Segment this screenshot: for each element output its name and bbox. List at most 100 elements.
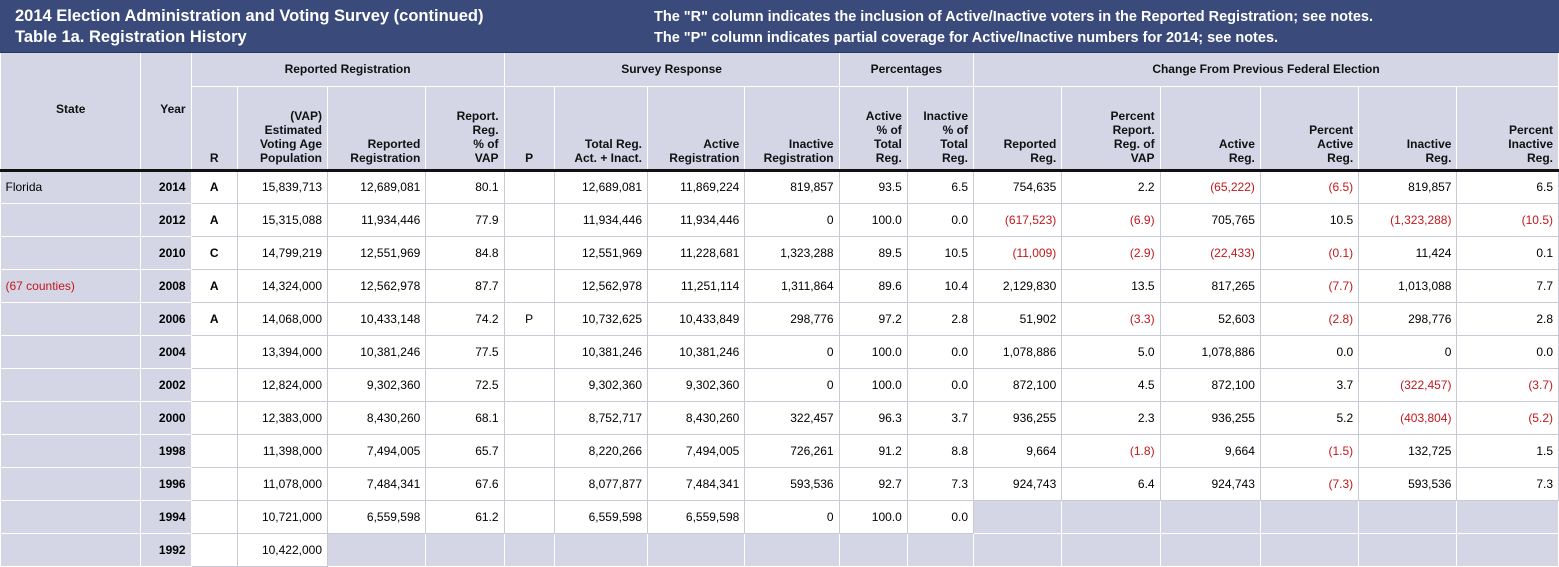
cell-vap: 14,799,219 [236, 235, 329, 270]
header-line: Registration [350, 150, 421, 165]
header-line: Reported [367, 136, 421, 151]
cell-year: 1994 [140, 499, 192, 534]
cell-chg-pct-active: (7.3) [1259, 466, 1360, 501]
col-header-vap: (VAP) Estimated Voting Age Population [236, 86, 329, 170]
cell-chg-active: 936,255 [1159, 400, 1261, 435]
table-row: 1992 10,422,000 [0, 532, 1559, 567]
header-line: % of [473, 136, 499, 151]
cell-year: 1996 [140, 466, 192, 501]
cell-r [190, 400, 238, 435]
cell-chg-pct-report: 2.3 [1061, 400, 1161, 435]
cell-chg-reported: 924,743 [973, 466, 1063, 501]
col-header-active-pct: Active% of Total Reg. [838, 86, 908, 170]
cell-vap: 14,324,000 [236, 268, 329, 303]
cell-state [0, 235, 142, 270]
cell-active: 11,228,681 [646, 235, 746, 270]
cell-pct-vap: 61.2 [425, 499, 505, 534]
cell-chg-inactive: 593,536 [1358, 466, 1458, 501]
header-line: Reg. [472, 122, 499, 137]
cell-active: 8,430,260 [646, 400, 746, 435]
title-line-1: 2014 Election Administration and Voting … [15, 7, 484, 25]
cell-total: 8,220,266 [553, 433, 649, 468]
col-header-chg-pct-active: Percent Active Reg. [1259, 86, 1360, 170]
header-line: Total [874, 136, 902, 151]
cell-chg-reported: 9,664 [973, 433, 1063, 468]
note-p-column: The "P" column indicates partial coverag… [654, 30, 1279, 46]
cell-reported: 10,433,148 [327, 301, 427, 336]
header-line: Percent [1110, 108, 1155, 123]
cell-year: 1998 [140, 433, 192, 468]
header-line: Population [260, 150, 323, 165]
cell-pct-vap: 68.1 [425, 400, 505, 435]
cell-total: 12,551,969 [553, 235, 649, 270]
header-line: Active [1317, 136, 1354, 151]
header-line: % of [876, 122, 902, 137]
cell-active-pct: 100.0 [838, 334, 908, 369]
title-line-2: Table 1a. Registration History [15, 28, 247, 46]
cell-chg-pct-inactive: 7.7 [1456, 268, 1559, 303]
cell-vap: 11,078,000 [236, 466, 329, 501]
header-line: % of [942, 122, 969, 137]
header-line: Total Reg. [584, 136, 642, 151]
cell-active: 11,869,224 [646, 170, 746, 204]
cell-chg-pct-active [1259, 499, 1360, 534]
cell-chg-inactive [1358, 499, 1458, 534]
cell-state [0, 334, 142, 369]
cell-state [0, 532, 142, 567]
header-line: Percent [1309, 122, 1354, 137]
cell-active-pct: 97.2 [838, 301, 908, 336]
table-row: 2012 A 15,315,088 11,934,446 77.9 11,934,446 1… [0, 202, 1559, 237]
header-line: Percent [1508, 122, 1553, 137]
table-row: 2002 12,824,000 9,302,360 72.5 9,302,360 9,30… [0, 367, 1559, 402]
cell-inactive-pct: 3.7 [906, 400, 975, 435]
cell-reported: 10,381,246 [327, 334, 427, 369]
report-banner: 2014 Election Administration and Voting … [0, 0, 1559, 53]
header-line: Reg. [1425, 150, 1452, 165]
cell-r [190, 367, 238, 402]
cell-state: Florida [0, 170, 142, 204]
cell-chg-active: 817,265 [1159, 268, 1261, 303]
cell-chg-pct-report: (2.9) [1061, 235, 1161, 270]
cell-total: 10,732,625 [553, 301, 649, 336]
col-header-total-reg: Total Reg. Act. + Inact. [553, 86, 649, 170]
cell-inactive-pct: 7.3 [906, 466, 975, 501]
cell-pct-vap: 67.6 [425, 466, 505, 501]
cell-pct-vap: 84.8 [425, 235, 505, 270]
cell-state [0, 367, 142, 402]
cell-chg-pct-inactive: 2.8 [1456, 301, 1559, 336]
cell-r: C [190, 235, 238, 270]
cell-active: 9,302,360 [646, 367, 746, 402]
header-line: Report. [1112, 122, 1155, 137]
cell-reported [327, 532, 427, 567]
header-line: Active [865, 108, 902, 123]
cell-total: 12,562,978 [553, 268, 649, 303]
cell-vap: 12,824,000 [236, 367, 329, 402]
col-header-inactive-registration: Inactive Registration [744, 86, 840, 170]
cell-total: 11,934,446 [553, 202, 649, 237]
cell-chg-reported: (617,523) [973, 202, 1063, 237]
cell-chg-pct-active: (1.5) [1259, 433, 1360, 468]
cell-pct-vap: 77.5 [425, 334, 505, 369]
cell-r: A [190, 170, 238, 204]
cell-year: 2008 [140, 268, 192, 303]
col-header-chg-pct-inactive: Percent Inactive Reg. [1456, 86, 1559, 170]
cell-chg-active: 705,765 [1159, 202, 1261, 237]
header-line: Reg. [1228, 150, 1255, 165]
cell-active-pct: 100.0 [838, 499, 908, 534]
cell-chg-pct-inactive: (3.7) [1456, 367, 1559, 402]
group-survey-response: Survey Response [503, 53, 840, 87]
cell-inactive-pct: 10.4 [906, 268, 975, 303]
cell-pct-vap: 74.2 [425, 301, 505, 336]
cell-chg-reported: 51,902 [973, 301, 1063, 336]
cell-active: 10,381,246 [646, 334, 746, 369]
cell-total: 10,381,246 [553, 334, 649, 369]
cell-chg-pct-inactive [1456, 532, 1559, 567]
col-header-year: Year [140, 53, 192, 172]
header-line: Active [703, 136, 740, 151]
cell-chg-pct-report [1061, 532, 1161, 567]
cell-p [503, 202, 555, 237]
cell-inactive: 0 [744, 499, 840, 534]
cell-reported: 8,430,260 [327, 400, 427, 435]
col-header-state: State [0, 53, 142, 172]
cell-inactive: 819,857 [744, 170, 840, 204]
